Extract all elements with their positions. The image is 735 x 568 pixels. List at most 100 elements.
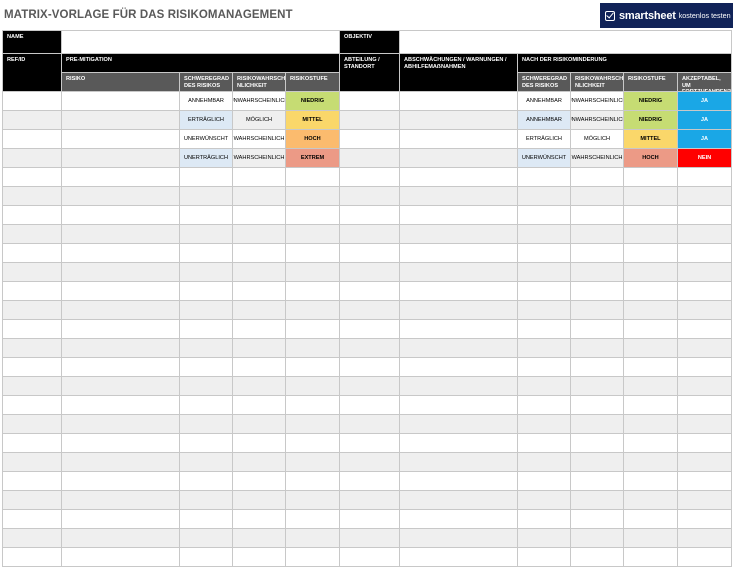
severity-cell[interactable] xyxy=(180,320,233,339)
risk-cell[interactable] xyxy=(62,510,180,529)
risk-level-cell[interactable] xyxy=(286,320,340,339)
risk-level-cell[interactable] xyxy=(286,377,340,396)
ref-id-cell[interactable] xyxy=(2,111,62,130)
risk-level-cell[interactable] xyxy=(286,434,340,453)
probability-post-cell[interactable] xyxy=(571,301,624,320)
department-cell[interactable] xyxy=(340,358,400,377)
department-cell[interactable] xyxy=(340,434,400,453)
risk-level-cell[interactable] xyxy=(286,510,340,529)
mitigation-cell[interactable] xyxy=(400,301,518,320)
mitigation-cell[interactable] xyxy=(400,339,518,358)
risk-cell[interactable] xyxy=(62,548,180,567)
acceptable-cell[interactable] xyxy=(678,529,732,548)
risk-level-cell[interactable] xyxy=(286,282,340,301)
acceptable-cell[interactable] xyxy=(678,301,732,320)
ref-id-cell[interactable] xyxy=(2,92,62,111)
acceptable-cell[interactable] xyxy=(678,415,732,434)
probability-cell[interactable] xyxy=(233,320,286,339)
department-cell[interactable] xyxy=(340,301,400,320)
acceptable-cell[interactable] xyxy=(678,377,732,396)
risk-cell[interactable] xyxy=(62,168,180,187)
risk-level-post-cell[interactable]: NIEDRIG xyxy=(624,92,678,111)
severity-cell[interactable] xyxy=(180,263,233,282)
severity-post-cell[interactable] xyxy=(518,377,571,396)
department-cell[interactable] xyxy=(340,111,400,130)
risk-level-post-cell[interactable] xyxy=(624,168,678,187)
acceptable-cell[interactable] xyxy=(678,358,732,377)
mitigation-cell[interactable] xyxy=(400,282,518,301)
acceptable-cell[interactable] xyxy=(678,491,732,510)
department-cell[interactable] xyxy=(340,510,400,529)
risk-level-cell[interactable] xyxy=(286,491,340,510)
mitigation-cell[interactable] xyxy=(400,472,518,491)
severity-post-cell[interactable] xyxy=(518,187,571,206)
probability-post-cell[interactable] xyxy=(571,415,624,434)
ref-id-cell[interactable] xyxy=(2,453,62,472)
department-cell[interactable] xyxy=(340,377,400,396)
severity-post-cell[interactable] xyxy=(518,453,571,472)
risk-level-cell[interactable] xyxy=(286,548,340,567)
severity-post-cell[interactable]: ANNEHMBAR xyxy=(518,111,571,130)
mitigation-cell[interactable] xyxy=(400,130,518,149)
probability-cell[interactable] xyxy=(233,377,286,396)
ref-id-cell[interactable] xyxy=(2,149,62,168)
risk-level-cell[interactable] xyxy=(286,415,340,434)
probability-post-cell[interactable] xyxy=(571,187,624,206)
risk-level-post-cell[interactable] xyxy=(624,510,678,529)
severity-post-cell[interactable] xyxy=(518,206,571,225)
risk-level-post-cell[interactable] xyxy=(624,187,678,206)
ref-id-cell[interactable] xyxy=(2,168,62,187)
severity-post-cell[interactable] xyxy=(518,396,571,415)
mitigation-cell[interactable] xyxy=(400,92,518,111)
severity-post-cell[interactable] xyxy=(518,548,571,567)
department-cell[interactable] xyxy=(340,206,400,225)
acceptable-cell[interactable] xyxy=(678,434,732,453)
mitigation-cell[interactable] xyxy=(400,453,518,472)
risk-cell[interactable] xyxy=(62,263,180,282)
severity-post-cell[interactable] xyxy=(518,225,571,244)
risk-level-post-cell[interactable] xyxy=(624,453,678,472)
probability-post-cell[interactable] xyxy=(571,529,624,548)
severity-cell[interactable] xyxy=(180,510,233,529)
risk-level-post-cell[interactable] xyxy=(624,339,678,358)
severity-cell[interactable] xyxy=(180,491,233,510)
acceptable-cell[interactable] xyxy=(678,168,732,187)
ref-id-cell[interactable] xyxy=(2,301,62,320)
acceptable-cell[interactable] xyxy=(678,320,732,339)
risk-level-post-cell[interactable] xyxy=(624,225,678,244)
department-cell[interactable] xyxy=(340,491,400,510)
severity-cell[interactable] xyxy=(180,415,233,434)
risk-cell[interactable] xyxy=(62,434,180,453)
acceptable-cell[interactable]: JA xyxy=(678,130,732,149)
severity-cell[interactable] xyxy=(180,301,233,320)
department-cell[interactable] xyxy=(340,130,400,149)
probability-post-cell[interactable] xyxy=(571,244,624,263)
risk-cell[interactable] xyxy=(62,301,180,320)
probability-post-cell[interactable]: UNWAHRSCHEINLICH xyxy=(571,92,624,111)
probability-post-cell[interactable]: MÖGLICH xyxy=(571,130,624,149)
risk-cell[interactable] xyxy=(62,529,180,548)
mitigation-cell[interactable] xyxy=(400,396,518,415)
severity-cell[interactable] xyxy=(180,168,233,187)
probability-post-cell[interactable] xyxy=(571,548,624,567)
risk-level-post-cell[interactable]: MITTEL xyxy=(624,130,678,149)
mitigation-cell[interactable] xyxy=(400,263,518,282)
risk-cell[interactable] xyxy=(62,111,180,130)
risk-level-cell[interactable]: MITTEL xyxy=(286,111,340,130)
acceptable-cell[interactable] xyxy=(678,339,732,358)
department-cell[interactable] xyxy=(340,529,400,548)
mitigation-cell[interactable] xyxy=(400,377,518,396)
risk-cell[interactable] xyxy=(62,130,180,149)
mitigation-cell[interactable] xyxy=(400,244,518,263)
probability-post-cell[interactable] xyxy=(571,491,624,510)
risk-cell[interactable] xyxy=(62,415,180,434)
acceptable-cell[interactable] xyxy=(678,206,732,225)
ref-id-cell[interactable] xyxy=(2,510,62,529)
probability-cell[interactable] xyxy=(233,491,286,510)
risk-cell[interactable] xyxy=(62,225,180,244)
probability-post-cell[interactable] xyxy=(571,339,624,358)
severity-cell[interactable] xyxy=(180,187,233,206)
mitigation-cell[interactable] xyxy=(400,415,518,434)
acceptable-cell[interactable] xyxy=(678,187,732,206)
probability-cell[interactable]: WAHRSCHEINLICH xyxy=(233,130,286,149)
